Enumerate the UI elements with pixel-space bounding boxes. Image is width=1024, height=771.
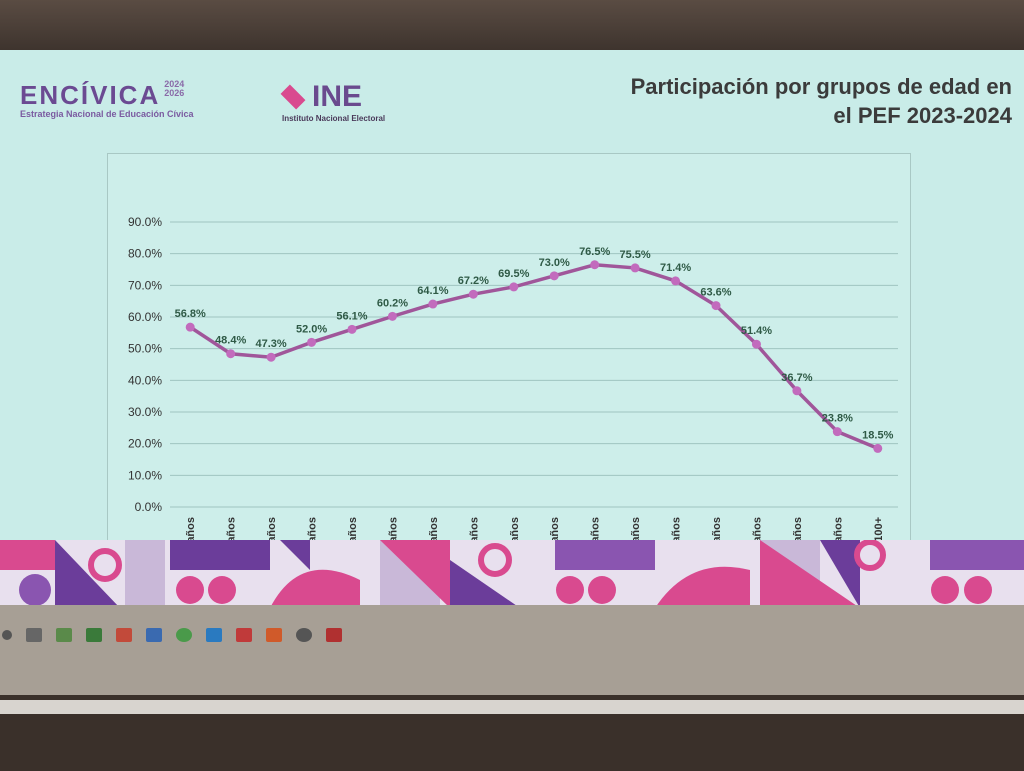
x-tick-label: 100+ [873, 517, 885, 542]
data-label: 63.6% [700, 287, 731, 299]
decorative-pattern [0, 540, 1024, 608]
task-view-icon[interactable] [26, 628, 42, 642]
ine-logo: INE Instituto Nacional Electoral [280, 80, 386, 123]
line-chart: 0.0% 10.0% 20.0% 30.0% 40.0% 50.0% 60.0% 70.0% 8… [128, 215, 898, 580]
encivica-years: 2024 2026 [164, 79, 185, 98]
y-tick-label: 40.0% [128, 373, 162, 387]
data-point [711, 301, 721, 311]
data-point [671, 276, 681, 286]
y-tick-label: 30.0% [128, 405, 162, 419]
app-icon[interactable] [206, 628, 222, 642]
data-label: 60.2% [377, 297, 408, 309]
encivica-subtitle: Estrategia Nacional de Educación Cívica [20, 109, 194, 119]
data-label: 48.4% [215, 335, 246, 347]
slide: ENCÍVICA 2024 2026 Estrategia Nacional de… [0, 50, 1024, 608]
data-point [226, 349, 236, 359]
chrome-icon[interactable] [176, 628, 192, 642]
projector-screen-bar [0, 700, 1024, 714]
data-label: 67.2% [458, 275, 489, 287]
data-label: 64.1% [417, 285, 448, 297]
data-label: 75.5% [620, 249, 651, 261]
y-tick-label: 60.0% [128, 310, 162, 324]
app-icon[interactable] [266, 628, 282, 642]
app-icon[interactable] [146, 628, 162, 642]
data-point [832, 427, 842, 437]
chart-area: 0.0% 10.0% 20.0% 30.0% 40.0% 50.0% 60.0% 70.0% 8… [107, 153, 911, 595]
data-point [549, 271, 559, 281]
data-label: 56.1% [336, 310, 367, 322]
data-label: 47.3% [256, 338, 287, 350]
data-point [509, 282, 519, 292]
data-label: 71.4% [660, 262, 691, 274]
title-line-1: Participación por grupos de edad en [630, 74, 1012, 99]
data-point [873, 443, 883, 453]
wall-background [0, 0, 1024, 52]
data-point [347, 324, 357, 334]
app-icon[interactable] [86, 628, 102, 642]
ine-diamond-icon [280, 84, 306, 110]
encivica-logo: ENCÍVICA 2024 2026 Estrategia Nacional de… [20, 79, 194, 120]
data-point [630, 263, 640, 273]
ine-logo-text: INE [312, 80, 363, 113]
y-tick-label: 90.0% [128, 215, 162, 229]
y-tick-label: 50.0% [128, 342, 162, 356]
ine-subtitle: Instituto Nacional Electoral [282, 114, 386, 123]
app-icon[interactable] [236, 628, 252, 642]
data-label: 23.8% [822, 413, 853, 425]
powerpoint-icon[interactable] [116, 628, 132, 642]
y-tick-label: 20.0% [128, 437, 162, 451]
data-point [307, 337, 317, 347]
data-point [590, 260, 600, 270]
pdf-icon[interactable] [326, 628, 342, 642]
y-tick-label: 80.0% [128, 247, 162, 261]
data-point [185, 322, 195, 332]
data-label: 76.5% [579, 246, 610, 258]
series-line [189, 262, 879, 451]
search-icon[interactable] [2, 630, 12, 640]
data-label: 51.4% [741, 325, 772, 337]
y-tick-label: 0.0% [135, 500, 163, 514]
data-point [468, 289, 478, 299]
data-point [751, 339, 761, 349]
data-label: 18.5% [862, 429, 893, 441]
data-point [428, 299, 438, 309]
data-point [792, 386, 802, 396]
data-label: 69.5% [498, 268, 529, 280]
data-point [266, 352, 276, 362]
taskbar [0, 620, 342, 650]
y-tick-label: 10.0% [128, 468, 162, 482]
app-icon[interactable] [56, 628, 72, 642]
y-tick-label: 70.0% [128, 278, 162, 292]
data-point [387, 311, 397, 321]
title-line-2: el PEF 2023-2024 [833, 103, 1012, 128]
data-label: 36.7% [781, 372, 812, 384]
slide-title: Participación por grupos de edad en el P… [631, 72, 1012, 130]
data-label: 73.0% [539, 257, 570, 269]
data-label: 56.8% [175, 308, 206, 320]
projector-screen-edge [0, 605, 1024, 695]
media-player-icon[interactable] [296, 628, 312, 642]
data-label: 52.0% [296, 323, 327, 335]
encivica-logo-text: ENCÍVICA [20, 80, 161, 110]
